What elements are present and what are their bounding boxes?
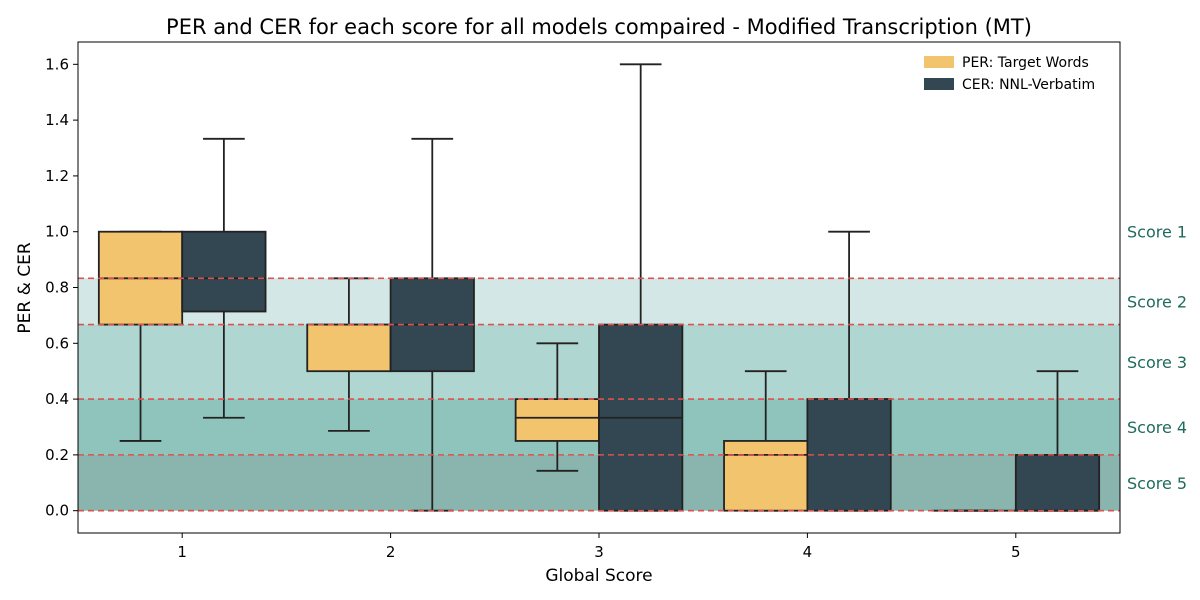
- score-band-label-2: Score 2: [1127, 292, 1187, 311]
- y-tick-label: 1.0: [45, 223, 69, 241]
- score-band-label-3: Score 3: [1127, 353, 1187, 372]
- box-body: [514, 398, 600, 442]
- box-cer-score-1: [181, 137, 267, 419]
- score-band-label-4: Score 4: [1127, 418, 1187, 437]
- legend-swatch-per: [924, 56, 954, 68]
- box-per-score-3: [514, 342, 600, 472]
- box-body: [181, 230, 267, 313]
- box-cer-score-3: [598, 63, 684, 512]
- x-tick-label: 2: [386, 543, 396, 561]
- x-axis-label: Global Score: [545, 566, 652, 586]
- x-tick-label: 3: [594, 543, 604, 561]
- threshold-lines: [78, 277, 1120, 512]
- y-tick-label: 0.2: [45, 446, 69, 464]
- y-tick-label: 1.2: [45, 167, 69, 185]
- y-axis: 0.0 0.2 0.4 0.6 0.8 1.0 1.2 1.4 1.6: [45, 55, 78, 520]
- y-tick-label: 0.4: [45, 390, 69, 408]
- x-tick-label: 1: [177, 543, 187, 561]
- box-body: [723, 440, 809, 512]
- y-tick-label: 0.6: [45, 334, 69, 352]
- y-tick-label: 1.6: [45, 55, 69, 73]
- y-tick-label: 1.4: [45, 111, 69, 129]
- box-body: [306, 323, 392, 373]
- box-body: [1014, 453, 1101, 512]
- score-band-label-1: Score 1: [1127, 223, 1187, 242]
- legend-swatch-cer: [924, 78, 954, 90]
- x-tick-label: 4: [803, 543, 813, 561]
- box-per-score-4: [723, 370, 809, 512]
- box-cer-score-5: [1014, 370, 1101, 512]
- score-band-labels: Score 1 Score 2 Score 3 Score 4 Score 5: [1127, 223, 1187, 493]
- score-band-label-5: Score 5: [1127, 474, 1187, 493]
- y-tick-label: 0.8: [45, 279, 69, 297]
- legend-label-cer: CER: NNL-Verbatim: [962, 77, 1095, 93]
- legend-label-per: PER: Target Words: [962, 55, 1089, 71]
- legend: PER: Target Words CER: NNL-Verbatim: [924, 55, 1095, 93]
- y-tick-label: 0.0: [45, 502, 69, 520]
- x-tick-label: 5: [1011, 543, 1021, 561]
- chart-title: PER and CER for each score for all model…: [166, 15, 1032, 39]
- y-axis-label: PER & CER: [15, 242, 35, 333]
- x-axis: 1 2 3 4 5: [177, 533, 1021, 561]
